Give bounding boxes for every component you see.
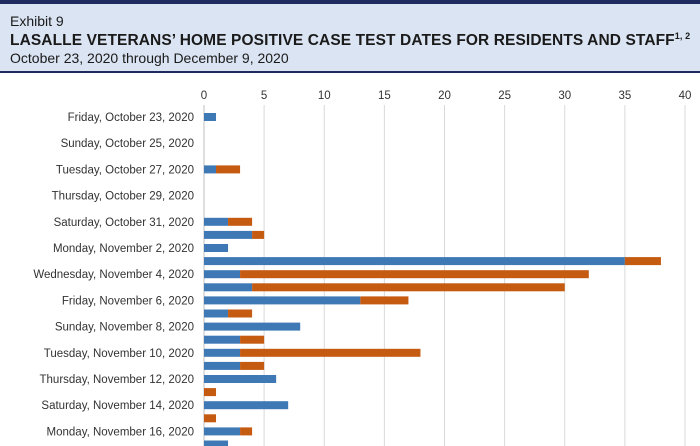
- chart-title: LASALLE VETERANS’ HOME POSITIVE CASE TES…: [10, 31, 690, 50]
- bar-staff: [240, 361, 265, 370]
- category-label: Tuesday, October 27, 2020: [56, 164, 194, 176]
- x-tick-label: 0: [201, 90, 207, 102]
- category-label: Monday, November 2, 2020: [53, 243, 194, 255]
- bar-residents: [204, 401, 289, 410]
- category-label: Thursday, October 29, 2020: [52, 191, 194, 203]
- category-label: Saturday, November 14, 2020: [41, 400, 194, 412]
- category-label: Wednesday, November 4, 2020: [33, 269, 194, 281]
- bar-residents: [204, 270, 241, 279]
- bar-staff: [252, 283, 565, 292]
- bar-staff: [240, 348, 421, 357]
- chart-title-text: LASALLE VETERANS’ HOME POSITIVE CASE TES…: [10, 32, 675, 49]
- x-tick-label: 10: [318, 90, 331, 102]
- x-tick-label: 25: [498, 90, 511, 102]
- x-tick-label: 30: [558, 90, 571, 102]
- x-tick-label: 5: [261, 90, 267, 102]
- bar-residents: [204, 244, 229, 252]
- bar-residents: [204, 322, 301, 331]
- bar-staff: [228, 217, 253, 226]
- bar-residents: [204, 361, 241, 370]
- bar-staff: [624, 257, 661, 266]
- bar-residents: [204, 309, 229, 318]
- bar-residents: [204, 348, 241, 357]
- bar-staff: [360, 296, 409, 305]
- exhibit-number: Exhibit 9: [10, 13, 64, 29]
- bar-staff: [204, 414, 217, 423]
- bar-staff: [240, 427, 253, 436]
- category-label: Monday, November 16, 2020: [47, 426, 194, 438]
- category-label: Friday, November 6, 2020: [62, 295, 194, 307]
- bar-chart: 0 5 10 15 20 25 30 35 40 Friday, October 23, 2020…: [33, 90, 692, 446]
- bar-residents: [204, 375, 277, 383]
- bar-staff: [252, 230, 265, 239]
- bar-residents: [204, 427, 241, 436]
- category-label: Saturday, October 31, 2020: [54, 217, 194, 229]
- bar-staff: [228, 309, 253, 318]
- bar-residents: [204, 230, 253, 239]
- bar-residents: [204, 113, 217, 121]
- bar-residents: [204, 217, 229, 226]
- x-tick-label: 40: [679, 90, 692, 102]
- category-label: Tuesday, November 10, 2020: [44, 348, 194, 360]
- category-label: Sunday, November 8, 2020: [55, 322, 194, 334]
- x-tick-label: 20: [438, 90, 451, 102]
- exhibit-header: Exhibit 9 LASALLE VETERANS’ HOME POSITIV…: [0, 0, 700, 73]
- bar-residents: [204, 257, 625, 266]
- category-label: Thursday, November 12, 2020: [40, 374, 194, 386]
- x-tick-label: 35: [618, 90, 631, 102]
- bar-residents: [204, 165, 217, 174]
- bar-staff: [204, 388, 217, 397]
- bar-residents: [204, 283, 253, 292]
- x-tick-label: 15: [378, 90, 391, 102]
- category-label: Friday, October 23, 2020: [68, 112, 194, 124]
- bar-residents: [204, 296, 361, 305]
- bar-staff: [216, 165, 241, 174]
- bar-residents: [204, 335, 241, 344]
- bar-residents: [204, 440, 229, 446]
- bar-staff: [240, 270, 589, 279]
- category-label: Sunday, October 25, 2020: [61, 138, 194, 150]
- chart-subtitle: October 23, 2020 through December 9, 202…: [10, 50, 289, 66]
- title-footnote: 1, 2: [674, 31, 691, 41]
- bar-staff: [240, 335, 265, 344]
